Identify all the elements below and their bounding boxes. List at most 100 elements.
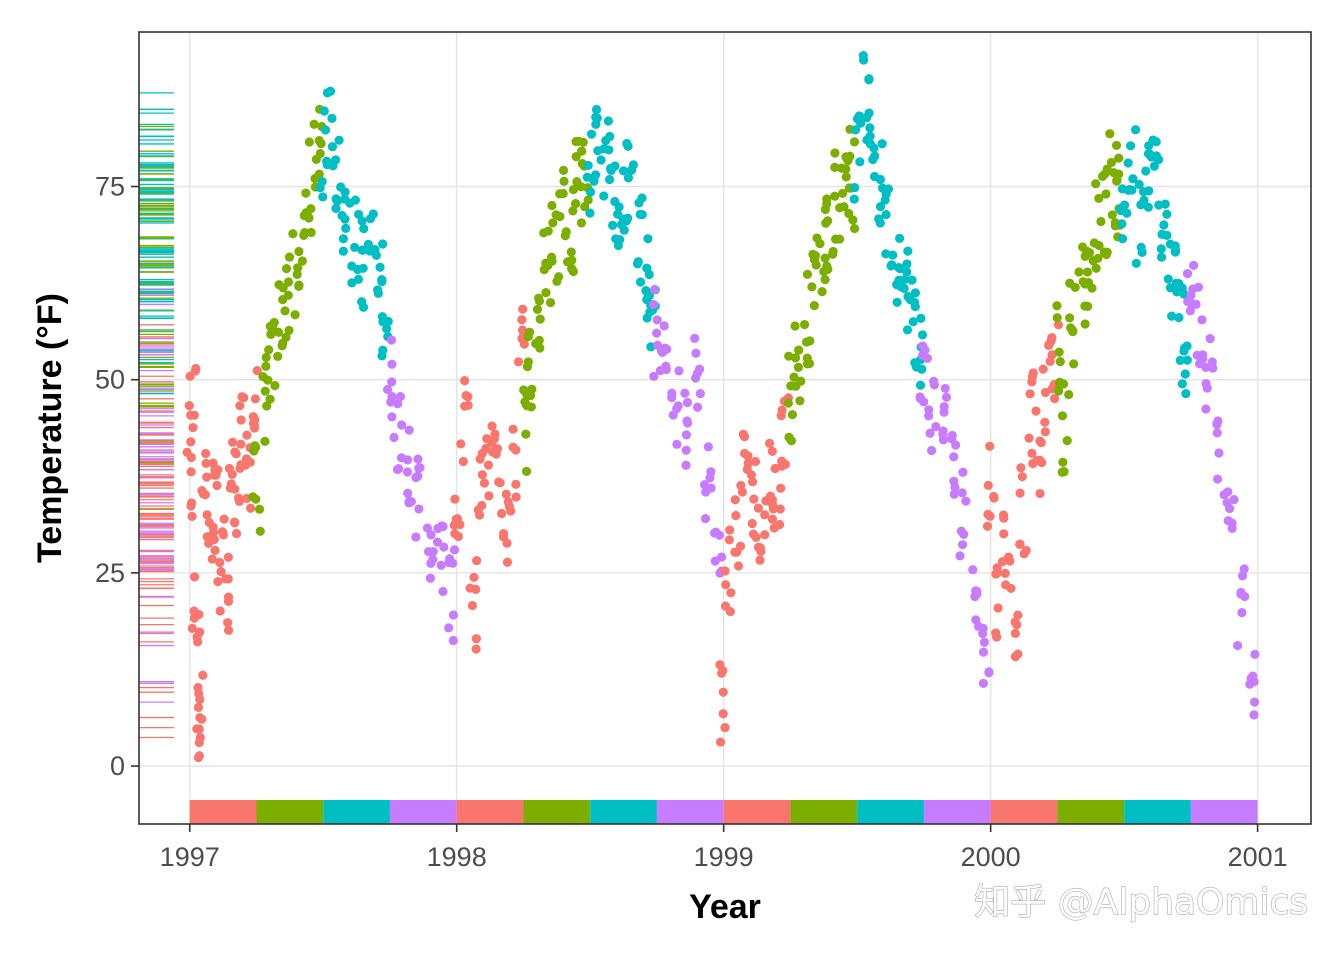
data-point — [546, 252, 557, 262]
data-point — [403, 455, 413, 465]
data-point — [460, 401, 470, 411]
data-point — [1201, 378, 1211, 389]
data-point — [582, 172, 592, 182]
data-point — [1237, 608, 1247, 618]
data-point — [422, 523, 433, 533]
data-point — [865, 131, 875, 141]
data-point — [849, 194, 859, 204]
season-bar-segment — [857, 800, 924, 824]
data-point — [534, 335, 544, 346]
data-point — [1015, 539, 1025, 549]
data-point — [204, 538, 214, 548]
data-point — [306, 204, 316, 214]
data-point — [254, 504, 265, 514]
data-point — [338, 246, 348, 256]
data-point — [1212, 474, 1223, 484]
data-point — [539, 264, 549, 275]
data-point — [242, 430, 252, 440]
data-point — [599, 191, 609, 201]
data-point — [999, 529, 1009, 539]
data-point — [850, 182, 860, 193]
data-point — [820, 275, 830, 285]
data-point — [359, 224, 369, 234]
data-point — [925, 428, 935, 438]
data-point — [1151, 152, 1161, 163]
data-point — [768, 504, 778, 514]
data-point — [477, 470, 487, 480]
data-point — [331, 155, 341, 165]
data-point — [290, 310, 300, 320]
data-point — [661, 364, 671, 375]
data-point — [517, 325, 528, 335]
data-point — [789, 372, 799, 382]
data-point — [1156, 252, 1167, 262]
data-point — [187, 498, 197, 508]
data-point — [746, 470, 756, 480]
data-point — [331, 194, 341, 204]
data-point — [951, 440, 961, 450]
data-point — [947, 430, 957, 441]
data-point — [690, 373, 701, 383]
data-point — [1175, 355, 1185, 366]
data-point — [227, 437, 238, 447]
data-point — [273, 351, 283, 361]
data-point — [260, 386, 270, 396]
data-point — [1017, 472, 1027, 482]
data-point — [219, 514, 229, 524]
data-point — [985, 441, 995, 451]
y-axis-ticks: 0 25 50 75 — [95, 172, 139, 781]
data-point — [1010, 628, 1020, 639]
data-point — [983, 509, 993, 519]
data-point — [301, 188, 311, 198]
data-point — [357, 216, 367, 226]
data-point — [649, 371, 659, 381]
data-point — [320, 125, 331, 135]
data-point — [949, 452, 959, 462]
data-point — [350, 242, 360, 252]
data-point — [841, 172, 851, 182]
data-point — [504, 501, 514, 511]
data-point — [1177, 379, 1187, 389]
data-point — [387, 359, 397, 369]
data-point — [830, 162, 840, 173]
data-point — [1180, 369, 1190, 379]
data-point — [748, 529, 759, 539]
data-point — [467, 600, 478, 611]
data-point — [281, 264, 292, 274]
x-axis-title: Year — [689, 888, 761, 926]
data-point — [753, 542, 764, 552]
data-point — [1024, 433, 1034, 443]
data-point — [568, 184, 579, 195]
data-point — [525, 390, 536, 401]
data-point — [957, 540, 968, 550]
data-point — [371, 250, 381, 260]
data-point — [448, 610, 459, 620]
data-point — [1197, 315, 1207, 325]
data-point — [614, 202, 624, 212]
data-point — [635, 277, 646, 287]
data-point — [201, 448, 211, 459]
data-point — [908, 317, 918, 327]
data-point — [1019, 549, 1029, 559]
data-point — [830, 191, 840, 201]
data-point — [618, 166, 629, 176]
x-tick-label: 2001 — [1228, 842, 1288, 872]
data-point — [555, 211, 565, 222]
data-point — [715, 737, 726, 747]
data-point — [292, 269, 302, 280]
data-point — [432, 537, 443, 547]
data-point — [902, 259, 912, 269]
data-point — [652, 315, 662, 325]
data-point — [674, 366, 684, 376]
data-point — [1057, 467, 1067, 477]
data-point — [1162, 209, 1172, 219]
data-point — [799, 319, 810, 330]
y-axis-title: Temperature (°F) — [31, 293, 69, 563]
data-point — [805, 336, 815, 346]
data-point — [497, 508, 507, 519]
season-bar-segment — [590, 800, 657, 824]
data-point — [517, 315, 527, 325]
data-point — [1160, 199, 1170, 209]
data-point — [548, 218, 558, 228]
